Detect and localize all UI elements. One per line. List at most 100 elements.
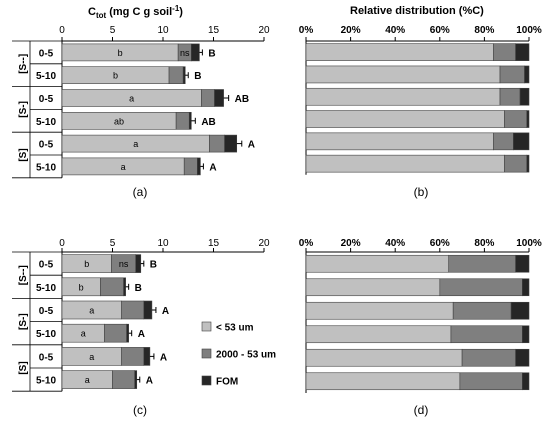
panel-a-caption: (a) xyxy=(133,185,148,199)
bar-label: b xyxy=(118,48,123,58)
bar-segment-fom xyxy=(190,43,200,62)
bar-label: b xyxy=(79,282,84,292)
x-tick-label: 40% xyxy=(385,238,405,249)
bar-segment-fom xyxy=(519,87,530,106)
legend-item: FOM xyxy=(201,375,238,388)
bar-segment-mid xyxy=(104,323,127,343)
x-tick-label: 15 xyxy=(208,25,220,36)
bar-label: a xyxy=(129,94,134,104)
significance-letter: A xyxy=(138,329,145,340)
significance-letter: B xyxy=(150,260,157,271)
stacked-bar: b ns B xyxy=(61,43,216,62)
bar-segment-mid xyxy=(121,300,145,320)
x-tick-label: 20 xyxy=(258,25,270,36)
x-tick-label: 80% xyxy=(474,25,494,36)
x-tick-label: 5 xyxy=(110,25,116,36)
bar-segment-mid xyxy=(100,277,124,297)
x-tick-label: 100% xyxy=(516,25,542,36)
legend-swatch xyxy=(201,321,212,332)
bar-segment-fom xyxy=(522,372,530,391)
x-tick-label: 60% xyxy=(430,238,450,249)
x-tick-label: 10 xyxy=(157,25,169,36)
legend-label: FOM xyxy=(216,377,238,388)
bar-segment-fom xyxy=(224,134,238,153)
bar-label: ab xyxy=(114,116,124,126)
stacked-bar xyxy=(305,348,530,367)
legend-item: 2000 - 53 um xyxy=(201,348,276,361)
bar-segment-mid xyxy=(209,134,225,153)
bar-segment-mid xyxy=(499,65,525,84)
depth-label: 0-5 xyxy=(39,352,54,363)
panel-d: 0% 20% 40% 60% 80% 100% xyxy=(299,238,542,393)
stacked-bar xyxy=(305,87,530,106)
x-tick-label: 20% xyxy=(341,25,361,36)
bar-label: a xyxy=(133,139,138,149)
depth-label: 5-10 xyxy=(36,283,56,294)
treatment-group-label: [S-] xyxy=(18,313,29,330)
depth-label: 0-5 xyxy=(39,48,54,59)
bar-label: b xyxy=(113,71,118,81)
bar-segment-fine xyxy=(305,110,505,128)
bar-segment-mid xyxy=(499,87,521,106)
bar-segment-mid xyxy=(450,325,523,344)
stacked-bar: a AB xyxy=(61,89,249,107)
stacked-bar xyxy=(305,110,530,128)
bar-segment-fine xyxy=(305,65,501,84)
significance-letter: A xyxy=(248,140,255,151)
bar-segment-fom xyxy=(182,66,186,84)
x-tick-label: 15 xyxy=(208,238,220,249)
bar-segment-fom xyxy=(143,300,153,320)
x-tick-label: 5 xyxy=(110,238,116,249)
bar-segment-fine xyxy=(305,87,501,106)
panel-b: 0% 20% 40% 60% 80% 100% xyxy=(299,25,542,175)
bar-segment-fom xyxy=(522,325,530,344)
depth-label: 5-10 xyxy=(36,376,56,387)
bar-segment-mid xyxy=(459,372,523,391)
depth-label: 0-5 xyxy=(39,94,54,105)
significance-letter: A xyxy=(162,306,169,317)
bar-segment-fom xyxy=(126,323,129,343)
x-tick-label: 100% xyxy=(516,238,542,249)
bar-segment-fom xyxy=(522,278,530,297)
x-tick-label: 0% xyxy=(299,238,314,249)
bar-segment-mid xyxy=(504,110,528,128)
bar-extra-label: ns xyxy=(119,259,129,269)
significance-letter: A xyxy=(146,376,153,387)
bar-segment-fom xyxy=(510,301,530,320)
bar-segment-mid xyxy=(121,347,145,366)
bar-segment-fom xyxy=(188,112,192,130)
bar-segment-fine xyxy=(305,154,505,173)
x-tick-label: 60% xyxy=(430,25,450,36)
depth-label: 5-10 xyxy=(36,162,56,173)
stacked-bar xyxy=(305,43,530,61)
bar-segment-mid xyxy=(168,66,184,84)
stacked-bar xyxy=(305,372,530,391)
stacked-bar xyxy=(305,132,530,151)
significance-letter: B xyxy=(135,283,142,294)
bar-label: a xyxy=(81,329,86,339)
bar-segment-mid xyxy=(201,89,215,107)
bar-segment-mid xyxy=(448,254,516,273)
bar-segment-fine xyxy=(305,348,463,367)
bar-segment-mid xyxy=(183,157,198,176)
bar-segment-fine xyxy=(305,301,454,320)
bar-segment-fom xyxy=(513,132,530,151)
depth-label: 5-10 xyxy=(36,71,56,82)
bar-extra-label: ns xyxy=(180,48,190,58)
significance-letter: B xyxy=(194,71,201,82)
significance-letter: B xyxy=(208,48,215,59)
bar-segment-mid xyxy=(175,112,190,130)
bar-segment-mid xyxy=(493,132,514,151)
depth-label: 0-5 xyxy=(39,140,54,151)
x-tick-label: 10 xyxy=(157,238,169,249)
legend-label: 2000 - 53 um xyxy=(216,350,276,361)
x-tick-label: 80% xyxy=(474,238,494,249)
significance-letter: AB xyxy=(235,94,249,105)
significance-letter: A xyxy=(160,352,167,363)
depth-label: 0-5 xyxy=(39,260,54,271)
